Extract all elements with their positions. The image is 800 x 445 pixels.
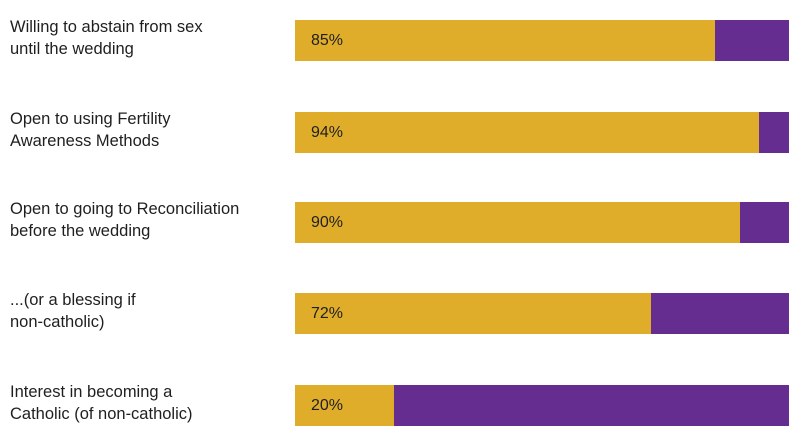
bar-row: 72% — [295, 293, 789, 334]
value-label: 94% — [311, 123, 344, 141]
category-label-line: Willing to abstain from sex — [10, 18, 203, 36]
category-label-line: ...(or a blessing if — [10, 291, 136, 309]
category-label: Interest in becoming a Catholic (of non-c… — [10, 381, 295, 425]
category-label-line: Open to going to Reconciliation — [10, 200, 240, 218]
bar-row: 90% — [295, 202, 789, 243]
bar-row: 85% — [295, 20, 789, 61]
bar-segment-no — [393, 385, 789, 426]
bar-segment-yes — [295, 202, 740, 243]
bar-segment-no — [650, 293, 789, 334]
category-label: ...(or a blessing if non-catholic) — [10, 289, 295, 333]
category-label-line: Open to using Fertility — [10, 110, 171, 128]
category-label: Open to going to Reconciliation before th… — [10, 198, 295, 242]
category-label: Open to using Fertility Awareness Methods — [10, 108, 295, 152]
category-label-line: before the wedding — [10, 222, 151, 240]
value-label: 20% — [311, 396, 344, 414]
bar-segment-no — [759, 112, 789, 153]
category-label-line: Interest in becoming a — [10, 383, 173, 401]
category-label: Willing to abstain from sex until the wed… — [10, 16, 295, 60]
bar-segment-yes — [295, 112, 760, 153]
bar-segment-yes — [295, 385, 394, 426]
category-label-line: until the wedding — [10, 40, 134, 58]
bar-segment-no — [714, 20, 789, 61]
bar-row: 94% — [295, 112, 789, 153]
value-label: 90% — [311, 213, 344, 231]
bar-segment-no — [739, 202, 789, 243]
category-label-line: Awareness Methods — [10, 132, 160, 150]
value-label: 85% — [311, 31, 344, 49]
bar-row: 20% — [295, 385, 789, 426]
category-label-line: non-catholic) — [10, 313, 105, 331]
category-label-line: Catholic (of non-catholic) — [10, 405, 193, 423]
bar-segment-yes — [295, 293, 651, 334]
value-label: 72% — [311, 304, 344, 322]
bar-segment-yes — [295, 20, 715, 61]
